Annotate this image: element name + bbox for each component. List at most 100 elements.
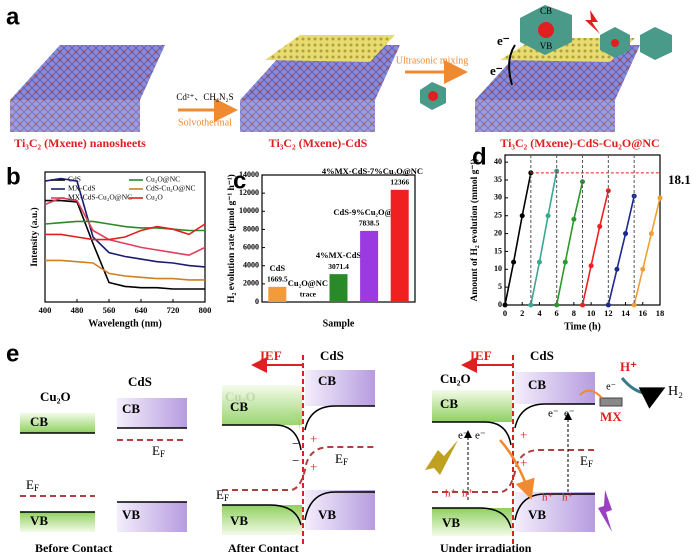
data-point bbox=[528, 302, 534, 308]
panel-a: a Cd²⁺、CH₄N₂S Solvothermal Ultrasonic mi… bbox=[6, 3, 672, 150]
x-tick-label: 8 bbox=[572, 308, 576, 318]
legend-label: CdS-Cu₂O@NC bbox=[146, 184, 196, 193]
x-tick-label: 16 bbox=[639, 308, 648, 318]
category-label: 4%MX-CdS-7%Cu₂O@NC bbox=[322, 166, 423, 176]
y-tick-label: 4000 bbox=[243, 261, 259, 270]
fermi-sub: F bbox=[160, 449, 165, 459]
bar bbox=[329, 274, 348, 302]
cb-band bbox=[117, 398, 187, 428]
caption: Before Contact bbox=[35, 541, 112, 555]
bar bbox=[360, 230, 379, 302]
x-tick-label: 12 bbox=[604, 308, 613, 318]
series-line bbox=[581, 190, 610, 306]
band-edge bbox=[432, 421, 512, 446]
y-tick-label: 40 bbox=[494, 157, 502, 166]
series-line bbox=[530, 170, 558, 306]
value-label: 3071.4 bbox=[328, 262, 349, 271]
x-tick-label: 10 bbox=[587, 308, 596, 318]
annotation: 18.1 bbox=[668, 172, 691, 187]
caption: After Contact bbox=[228, 541, 299, 555]
y-tick-label: 25 bbox=[494, 211, 502, 220]
fermi-label: EF bbox=[335, 451, 348, 467]
x-tick-label: 0 bbox=[503, 308, 507, 318]
category-label: Cu₂O@NC bbox=[288, 278, 328, 288]
step-label: Solvothermal bbox=[178, 117, 232, 128]
carrier: e⁻ bbox=[606, 381, 616, 392]
cb-band bbox=[432, 390, 512, 422]
cb-band bbox=[305, 370, 375, 406]
fermi-level bbox=[222, 446, 375, 491]
x-tick-label: 720 bbox=[167, 305, 180, 315]
fermi-label: EF bbox=[216, 487, 229, 503]
carrier: e⁻ bbox=[475, 430, 486, 442]
legend-label: CdS bbox=[68, 175, 81, 184]
category-label: CdS bbox=[270, 263, 286, 273]
proton-label: H⁺ bbox=[620, 359, 637, 374]
vb-band bbox=[20, 512, 95, 532]
x-tick-label: 560 bbox=[103, 305, 116, 315]
electron-path bbox=[499, 439, 535, 500]
series-line bbox=[45, 259, 205, 281]
electron-label: e⁻ bbox=[497, 33, 510, 48]
x-tick-label: 2 bbox=[520, 308, 524, 318]
data-point bbox=[562, 259, 568, 265]
caption: Under irradiation bbox=[440, 541, 532, 555]
carrier: h⁺ bbox=[462, 488, 474, 500]
vb-band bbox=[305, 490, 375, 530]
category-label: 4%MX-CdS bbox=[316, 250, 362, 260]
material-label: Cu₂O bbox=[40, 389, 71, 404]
carrier: h⁺ bbox=[445, 488, 457, 500]
x-axis-label: Time (h) bbox=[564, 321, 601, 332]
band-label: CB bbox=[440, 396, 458, 411]
series-line bbox=[633, 197, 661, 306]
category-label: CdS-9%Cu₂O@NC bbox=[333, 207, 404, 217]
y-axis-label: Intensity (a.u.) bbox=[29, 207, 40, 266]
fermi-sub: F bbox=[34, 483, 39, 493]
band-label: VB bbox=[528, 507, 546, 522]
light bbox=[425, 440, 458, 475]
band-edge bbox=[304, 405, 375, 431]
series-line bbox=[45, 223, 206, 241]
panel-label: e bbox=[6, 340, 19, 367]
band-label: CB bbox=[230, 399, 248, 414]
material-label: CdS bbox=[320, 348, 344, 363]
y-axis-label: H₂ evolution rate (μmol g⁻¹ h⁻¹) bbox=[226, 174, 237, 303]
particle-core bbox=[611, 39, 619, 47]
x-tick-label: 18 bbox=[656, 308, 665, 318]
band-label: CB bbox=[122, 401, 140, 416]
band-label: VB bbox=[122, 507, 140, 522]
bar bbox=[268, 286, 287, 302]
series-line bbox=[555, 181, 584, 306]
mxene-slab-side bbox=[475, 100, 615, 132]
mxene-slab-side bbox=[10, 100, 140, 132]
mxene-cocatalyst bbox=[599, 397, 623, 407]
x-tick-label: 4 bbox=[537, 308, 542, 318]
transfer-arrow bbox=[508, 44, 516, 86]
data-point bbox=[554, 302, 560, 308]
band-label: VB bbox=[442, 515, 460, 530]
fermi-sub: F bbox=[343, 457, 348, 467]
y-tick-label: 0 bbox=[255, 297, 259, 306]
y-tick-label: 15 bbox=[494, 246, 502, 255]
reaction-arrow bbox=[620, 377, 666, 409]
flash bbox=[585, 10, 600, 34]
structure-title: Ti₃C₂ (Mxene)-CdS bbox=[269, 136, 368, 150]
fermi-e: E bbox=[216, 487, 224, 502]
carrier: h⁺ bbox=[562, 492, 574, 504]
data-point bbox=[545, 213, 551, 219]
fermi-label: EF bbox=[26, 477, 39, 493]
carrier: e⁻ bbox=[548, 408, 559, 420]
y-tick-label: 35 bbox=[494, 175, 502, 184]
series-line bbox=[44, 197, 206, 257]
y-tick-label: 12000 bbox=[239, 188, 259, 197]
band-label: VB bbox=[230, 513, 248, 528]
data-point bbox=[580, 302, 585, 308]
series-line bbox=[44, 220, 205, 232]
data-point bbox=[623, 231, 629, 237]
band-label: CB bbox=[318, 373, 336, 388]
cb-band bbox=[515, 372, 595, 404]
y-tick-label: 5 bbox=[498, 282, 502, 291]
value-label: trace bbox=[300, 290, 317, 299]
band-label: VB bbox=[318, 507, 336, 522]
